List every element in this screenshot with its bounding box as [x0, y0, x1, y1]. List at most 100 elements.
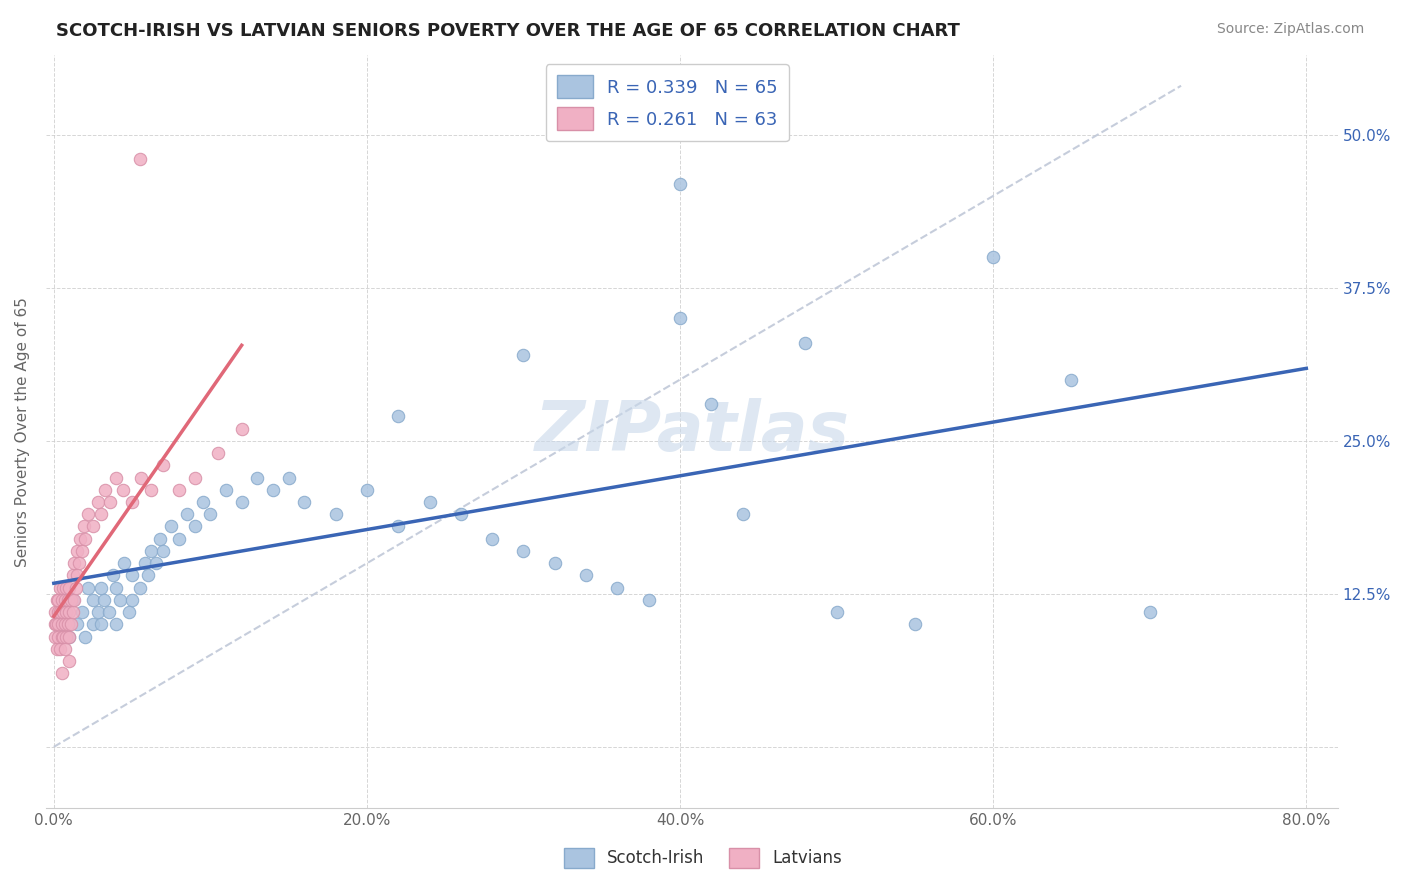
Text: SCOTCH-IRISH VS LATVIAN SENIORS POVERTY OVER THE AGE OF 65 CORRELATION CHART: SCOTCH-IRISH VS LATVIAN SENIORS POVERTY … — [56, 22, 960, 40]
Point — [669, 311, 692, 326]
Point — [160, 519, 183, 533]
Point — [207, 446, 229, 460]
Point — [63, 593, 86, 607]
Point — [69, 532, 91, 546]
Point — [94, 483, 117, 497]
Point — [105, 617, 128, 632]
Point — [108, 593, 131, 607]
Point — [136, 568, 159, 582]
Point — [904, 617, 927, 632]
Point — [1060, 373, 1083, 387]
Point — [45, 593, 67, 607]
Point — [825, 605, 848, 619]
Point — [262, 483, 284, 497]
Point — [191, 495, 214, 509]
Point — [82, 617, 104, 632]
Point — [49, 641, 72, 656]
Point — [111, 483, 134, 497]
Point — [215, 483, 238, 497]
Point — [44, 605, 66, 619]
Point — [66, 544, 89, 558]
Point — [176, 508, 198, 522]
Point — [77, 581, 100, 595]
Point — [53, 593, 76, 607]
Point — [121, 495, 143, 509]
Point — [70, 544, 93, 558]
Point — [103, 568, 125, 582]
Point — [246, 470, 269, 484]
Point — [387, 409, 409, 424]
Point — [145, 556, 167, 570]
Point — [51, 666, 73, 681]
Point — [62, 568, 84, 582]
Point — [49, 581, 72, 595]
Point — [75, 532, 97, 546]
Legend: Scotch-Irish, Latvians: Scotch-Irish, Latvians — [557, 841, 849, 875]
Point — [58, 605, 80, 619]
Point — [48, 593, 70, 607]
Point — [356, 483, 378, 497]
Point — [105, 581, 128, 595]
Point — [48, 630, 70, 644]
Point — [105, 470, 128, 484]
Point — [139, 544, 162, 558]
Point — [121, 593, 143, 607]
Point — [981, 250, 1004, 264]
Point — [44, 617, 66, 632]
Point — [544, 556, 567, 570]
Point — [98, 495, 121, 509]
Point — [51, 617, 73, 632]
Point — [167, 483, 190, 497]
Point — [112, 556, 135, 570]
Point — [131, 470, 153, 484]
Point — [58, 581, 80, 595]
Point — [90, 581, 112, 595]
Point — [481, 532, 503, 546]
Point — [75, 630, 97, 644]
Point — [66, 617, 89, 632]
Point — [58, 630, 80, 644]
Point — [794, 335, 817, 350]
Point — [82, 519, 104, 533]
Point — [129, 581, 152, 595]
Point — [129, 152, 152, 166]
Point — [121, 568, 143, 582]
Point — [669, 177, 692, 191]
Point — [86, 495, 108, 509]
Point — [90, 617, 112, 632]
Point — [51, 630, 73, 644]
Point — [575, 568, 598, 582]
Point — [325, 508, 347, 522]
Point — [86, 605, 108, 619]
Point — [637, 593, 659, 607]
Point — [450, 508, 472, 522]
Point — [52, 605, 75, 619]
Point — [93, 593, 115, 607]
Point — [55, 605, 77, 619]
Text: ZIPatlas: ZIPatlas — [534, 398, 849, 465]
Point — [52, 581, 75, 595]
Point — [134, 556, 156, 570]
Point — [292, 495, 315, 509]
Point — [700, 397, 723, 411]
Point — [62, 593, 84, 607]
Point — [77, 508, 100, 522]
Point — [139, 483, 162, 497]
Point — [731, 508, 754, 522]
Point — [53, 641, 76, 656]
Point — [419, 495, 441, 509]
Point — [90, 508, 112, 522]
Point — [48, 617, 70, 632]
Point — [72, 519, 94, 533]
Point — [82, 593, 104, 607]
Point — [97, 605, 120, 619]
Text: Source: ZipAtlas.com: Source: ZipAtlas.com — [1216, 22, 1364, 37]
Point — [231, 495, 253, 509]
Point — [149, 532, 172, 546]
Point — [55, 630, 77, 644]
Point — [152, 544, 174, 558]
Point — [49, 605, 72, 619]
Point — [56, 593, 79, 607]
Point — [51, 593, 73, 607]
Point — [231, 421, 253, 435]
